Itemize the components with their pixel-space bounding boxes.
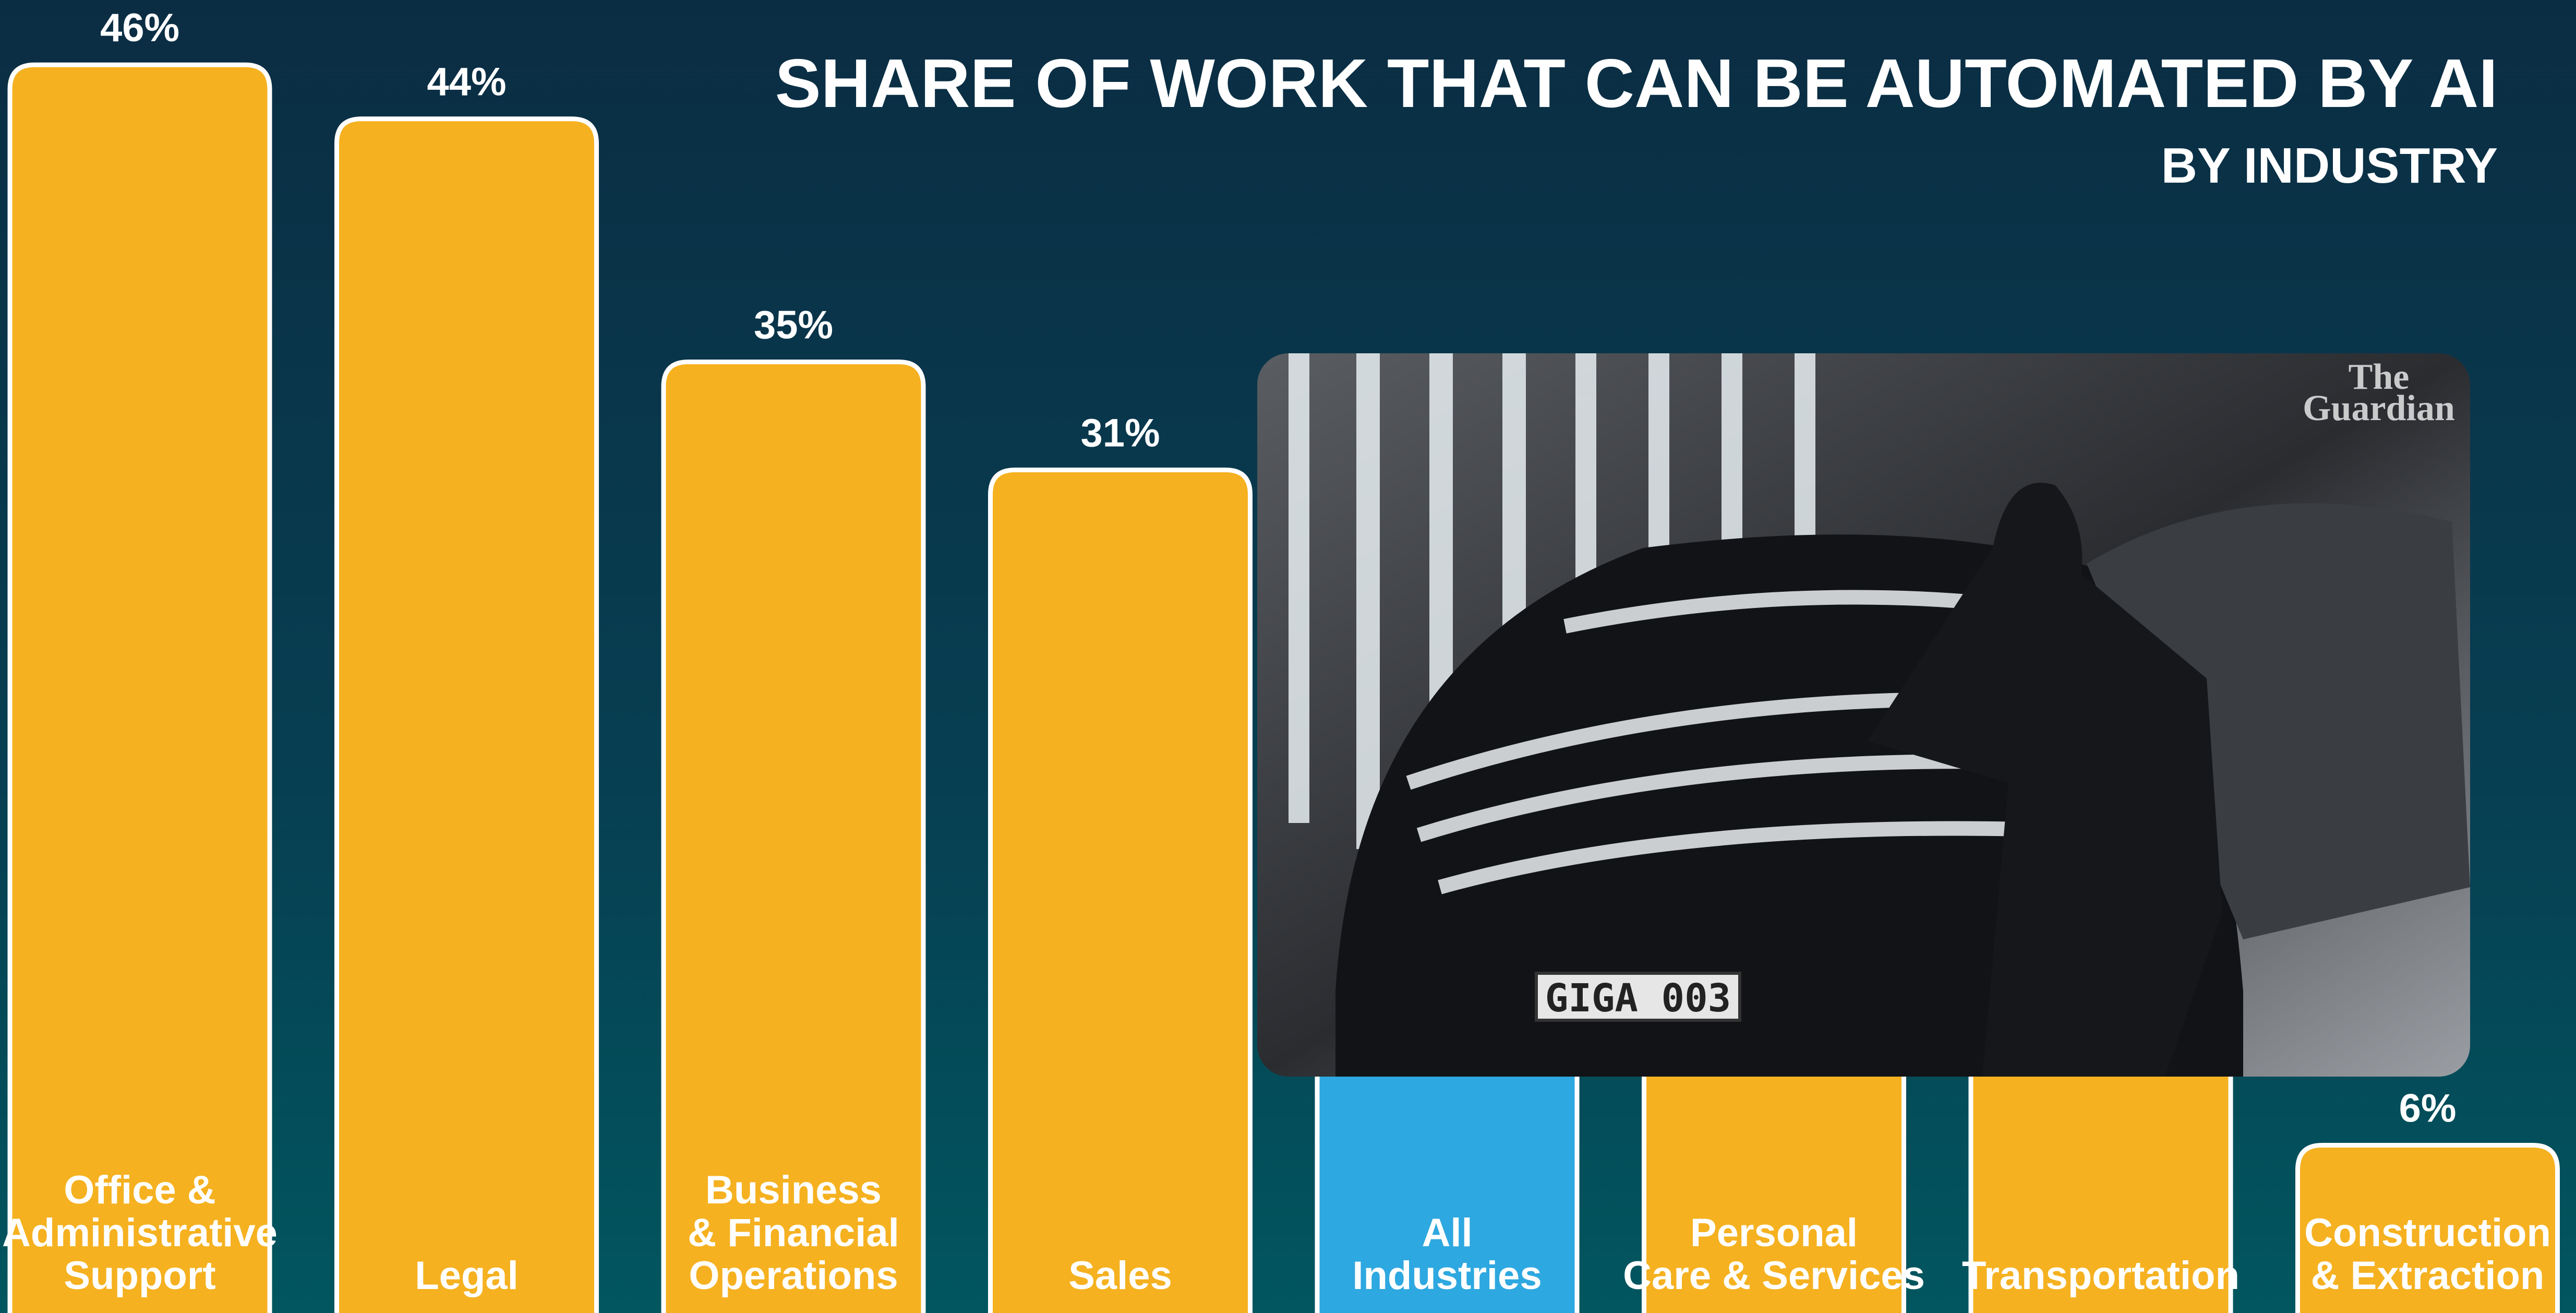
person — [1868, 483, 2222, 1077]
value-label: 35% — [754, 303, 833, 348]
value-label: 44% — [427, 60, 506, 104]
video-overlay: GIGA 003 The Guardian — [1257, 353, 2470, 1077]
category-label: All Industries — [1352, 1211, 1542, 1298]
category-label: Transportation — [1962, 1254, 2240, 1298]
watermark: The Guardian — [2303, 357, 2455, 428]
category-label: Business & Financial Operations — [688, 1168, 899, 1298]
plate-text: GIGA 003 — [1545, 976, 1731, 1021]
category-label: Personal Care & Services — [1623, 1211, 1925, 1298]
bar — [7, 62, 272, 1313]
category-label: Office & Administrative Support — [2, 1168, 278, 1298]
value-label: 31% — [1080, 411, 1160, 456]
value-label: 46% — [100, 6, 179, 50]
chart-subtitle: BY INDUSTRY — [2161, 138, 2498, 194]
bar — [988, 468, 1253, 1313]
category-label: Sales — [1068, 1254, 1172, 1298]
category-label: Construction & Extraction — [2304, 1211, 2551, 1298]
value-label: 6% — [2399, 1086, 2457, 1130]
plate — [1535, 972, 1741, 1022]
cars-behind — [2087, 503, 2470, 939]
bar — [2295, 1142, 2560, 1313]
bar — [334, 116, 599, 1313]
bar — [661, 360, 926, 1313]
chart-title: SHARE OF WORK THAT CAN BE AUTOMATED BY A… — [775, 45, 2498, 122]
category-label: Legal — [415, 1254, 519, 1298]
